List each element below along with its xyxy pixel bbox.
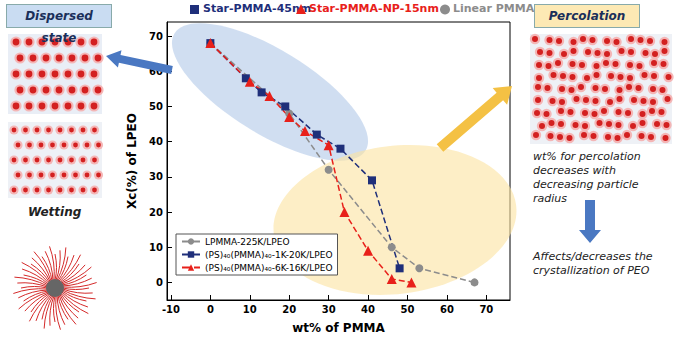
svg-text:10: 10 (243, 304, 257, 315)
svg-text:30: 30 (322, 304, 336, 315)
svg-text:20: 20 (149, 207, 163, 218)
html-text:Dispersed state: Dispersed state (25, 9, 93, 45)
svg-text:50: 50 (149, 101, 163, 112)
svg-text:-10: -10 (162, 304, 180, 315)
html-text:Affects/decreases the crystall: Affects/decreases the crystallization of… (533, 250, 653, 277)
svg-text:Xc(%) of LPEO: Xc(%) of LPEO (125, 113, 139, 209)
svg-text:70: 70 (479, 304, 493, 315)
html-text:wt% for percolation decreases: wt% for percolation decreases with decre… (533, 150, 641, 205)
svg-text:Star-PMMA-NP-15nm: Star-PMMA-NP-15nm (309, 2, 439, 15)
svg-text:Star-PMMA-45nm: Star-PMMA-45nm (203, 2, 311, 15)
svg-text:0: 0 (207, 304, 214, 315)
svg-text:(PS)₄₀(PMMA)₄₀-1K-20K/LPEO: (PS)₄₀(PMMA)₄₀-1K-20K/LPEO (205, 250, 333, 260)
svg-text:20: 20 (282, 304, 296, 315)
html-text:Wetting: Wetting (28, 205, 82, 219)
svg-text:10: 10 (149, 242, 163, 253)
svg-text:wt% of PMMA: wt% of PMMA (292, 321, 385, 335)
html-text:Percolation: Percolation (548, 9, 626, 23)
svg-text:60: 60 (149, 66, 163, 77)
svg-text:Linear PMMA: Linear PMMA (453, 2, 535, 15)
svg-text:50: 50 (401, 304, 415, 315)
svg-text:70: 70 (149, 31, 163, 42)
svg-text:40: 40 (361, 304, 375, 315)
svg-text:30: 30 (149, 171, 163, 182)
svg-text:0: 0 (156, 277, 163, 288)
svg-text:40: 40 (149, 136, 163, 147)
svg-text:(PS)₄₀(PMMA)₄₀-6K-16K/LPEO: (PS)₄₀(PMMA)₄₀-6K-16K/LPEO (205, 263, 333, 273)
svg-text:LPMMA-225K/LPEO: LPMMA-225K/LPEO (205, 237, 290, 247)
svg-text:60: 60 (440, 304, 454, 315)
